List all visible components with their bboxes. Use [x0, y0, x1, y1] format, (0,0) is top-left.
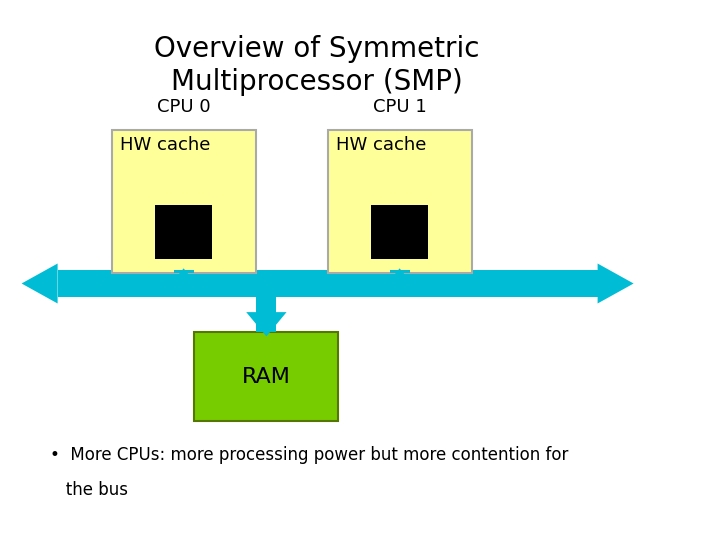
Text: CPU 0: CPU 0	[157, 98, 210, 116]
Bar	[58, 270, 598, 297]
Text: CPU 1: CPU 1	[373, 98, 426, 116]
Bar	[155, 205, 212, 259]
Bar	[371, 205, 428, 259]
Text: the bus: the bus	[50, 481, 128, 498]
Bar	[112, 130, 256, 273]
Polygon shape	[246, 312, 287, 336]
Bar	[194, 332, 338, 421]
Text: Overview of Symmetric: Overview of Symmetric	[154, 35, 480, 63]
Polygon shape	[163, 268, 204, 293]
Bar	[256, 297, 276, 332]
Text: HW cache: HW cache	[336, 136, 427, 154]
Polygon shape	[598, 264, 634, 303]
Text: •  More CPUs: more processing power but more contention for: • More CPUs: more processing power but m…	[50, 446, 569, 463]
Polygon shape	[379, 268, 420, 293]
Text: HW cache: HW cache	[120, 136, 211, 154]
Bar	[328, 130, 472, 273]
Bar	[174, 270, 194, 273]
Polygon shape	[22, 264, 58, 303]
Text: Multiprocessor (SMP): Multiprocessor (SMP)	[171, 68, 463, 96]
Bar	[390, 270, 410, 273]
Text: RAM: RAM	[242, 367, 291, 387]
